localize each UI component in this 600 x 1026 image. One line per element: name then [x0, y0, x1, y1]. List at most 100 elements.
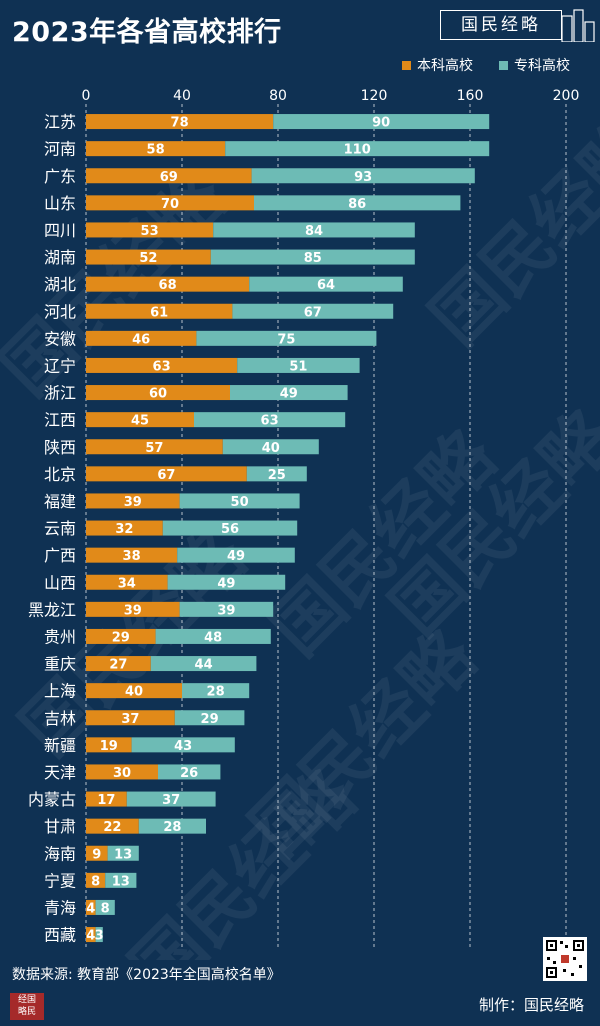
- category-label: 江西: [44, 411, 76, 430]
- bar-undergrad: [86, 818, 139, 834]
- category-label: 黑龙江: [28, 600, 76, 619]
- value-label-vocational: 8: [101, 901, 110, 916]
- bar-undergrad: [86, 168, 252, 184]
- bar-undergrad: [86, 710, 175, 726]
- legend-label-vocational: 专科高校: [514, 58, 570, 74]
- category-label: 宁夏: [44, 871, 76, 890]
- footer-logo: 经国 略民: [10, 993, 44, 1020]
- value-label-vocational: 13: [114, 847, 132, 862]
- value-label-undergrad: 4: [86, 901, 95, 916]
- legend-label-undergrad: 本科高校: [417, 58, 473, 74]
- bar-undergrad: [86, 439, 223, 455]
- bar-vocational: [167, 574, 286, 590]
- category-label: 陕西: [44, 438, 76, 457]
- legend-swatch-undergrad: [402, 60, 411, 70]
- category-label: 北京: [44, 465, 76, 484]
- value-label-vocational: 86: [348, 197, 366, 212]
- bar-undergrad: [86, 683, 182, 699]
- bar-vocational: [177, 547, 295, 563]
- value-label-undergrad: 68: [159, 278, 177, 293]
- value-label-undergrad: 67: [157, 468, 175, 483]
- value-label-vocational: 37: [162, 793, 180, 808]
- legend-swatch-vocational: [499, 60, 508, 70]
- category-label: 河南: [44, 140, 76, 159]
- bar-undergrad: [86, 574, 168, 590]
- value-label-vocational: 28: [163, 820, 181, 835]
- x-tick-label: 80: [269, 88, 287, 104]
- value-label-vocational: 3: [95, 929, 104, 944]
- category-label: 重庆: [44, 655, 76, 674]
- brand-logo: 国民经略: [440, 8, 595, 44]
- value-label-vocational: 39: [217, 603, 235, 618]
- bar-vocational: [126, 791, 216, 807]
- bar-undergrad: [86, 899, 96, 915]
- value-label-undergrad: 39: [124, 495, 142, 510]
- value-label-vocational: 64: [317, 278, 335, 293]
- bar-vocational: [225, 141, 490, 157]
- qr-pattern: [546, 940, 584, 978]
- bar-undergrad: [86, 737, 132, 753]
- value-label-undergrad: 60: [149, 387, 167, 402]
- bar-undergrad: [86, 927, 96, 943]
- category-label: 四川: [44, 221, 76, 240]
- value-label-undergrad: 61: [150, 305, 168, 320]
- bar-vocational: [213, 222, 415, 238]
- value-label-undergrad: 22: [103, 820, 121, 835]
- bar-undergrad: [86, 628, 156, 644]
- bar-undergrad: [86, 141, 226, 157]
- value-label-vocational: 110: [344, 143, 371, 158]
- bar-vocational: [150, 656, 257, 672]
- bar-undergrad: [86, 412, 194, 428]
- category-label: 西藏: [44, 926, 76, 945]
- value-label-vocational: 40: [262, 441, 280, 456]
- footer-logo-line2: 略民: [17, 1007, 36, 1017]
- category-label: 山西: [44, 573, 76, 592]
- x-tick-label: 0: [82, 88, 91, 104]
- value-label-vocational: 50: [231, 495, 249, 510]
- category-label: 天津: [44, 763, 76, 782]
- bar-vocational: [179, 493, 300, 509]
- value-label-undergrad: 37: [121, 712, 139, 727]
- bar-undergrad: [86, 303, 233, 319]
- category-label: 浙江: [44, 384, 76, 403]
- value-label-undergrad: 30: [113, 766, 131, 781]
- category-label: 贵州: [44, 627, 76, 646]
- bar-undergrad: [86, 656, 151, 672]
- x-tick-label: 200: [553, 88, 580, 104]
- bar-vocational: [131, 737, 235, 753]
- category-label: 甘肃: [44, 817, 76, 836]
- bar-undergrad: [86, 330, 197, 346]
- bar-undergrad: [86, 520, 163, 536]
- category-label: 青海: [44, 898, 76, 917]
- value-label-vocational: 28: [207, 685, 225, 700]
- value-label-undergrad: 70: [161, 197, 179, 212]
- value-label-vocational: 93: [354, 170, 372, 185]
- category-label: 新疆: [44, 736, 76, 755]
- bar-undergrad: [86, 466, 247, 482]
- bar-vocational: [273, 114, 490, 130]
- bar-vocational: [155, 628, 271, 644]
- value-label-undergrad: 9: [92, 847, 101, 862]
- value-label-vocational: 29: [201, 712, 219, 727]
- category-label: 内蒙古: [28, 790, 76, 809]
- category-label: 辽宁: [44, 356, 76, 375]
- value-label-undergrad: 40: [125, 685, 143, 700]
- category-label: 广东: [44, 167, 76, 186]
- value-label-vocational: 43: [174, 739, 192, 754]
- value-label-vocational: 67: [304, 305, 322, 320]
- category-label: 上海: [44, 682, 76, 701]
- bar-vocational: [222, 439, 319, 455]
- x-tick-label: 160: [457, 88, 484, 104]
- bar-vocational: [174, 710, 245, 726]
- watermark-text: 国民经略: [115, 754, 372, 960]
- value-label-undergrad: 57: [145, 441, 163, 456]
- value-label-vocational: 49: [280, 387, 298, 402]
- value-label-undergrad: 27: [109, 658, 127, 673]
- qr-code: [543, 937, 587, 981]
- value-label-vocational: 63: [261, 414, 279, 429]
- value-label-undergrad: 69: [160, 170, 178, 185]
- category-label: 云南: [44, 519, 76, 538]
- bar-vocational: [158, 764, 221, 780]
- category-label: 河北: [44, 302, 76, 321]
- x-tick-label: 40: [173, 88, 191, 104]
